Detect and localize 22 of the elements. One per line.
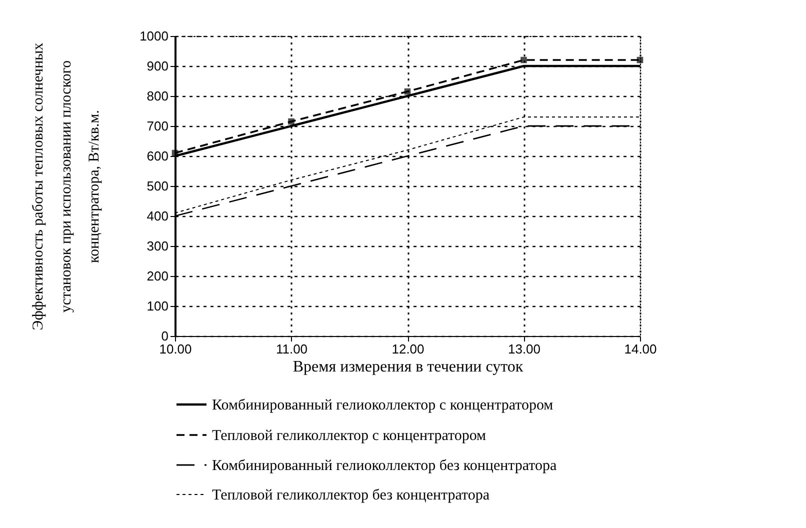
x-tick-label: 11.00 xyxy=(276,342,308,356)
y-tick-label: 600 xyxy=(146,148,168,164)
y-tick-label: 200 xyxy=(146,268,168,284)
y-tick-label: 500 xyxy=(146,178,168,194)
x-tick-label: 13.00 xyxy=(508,342,541,356)
y-tick-label: 900 xyxy=(146,58,168,74)
x-tick-label: 12.00 xyxy=(392,342,424,356)
y-tick-label: 700 xyxy=(146,118,168,134)
x-tick-label: 10.00 xyxy=(159,342,192,356)
y-tick-label: 300 xyxy=(146,238,168,254)
legend-label: Тепловой геликоллектор с концентратором xyxy=(212,428,487,444)
x-tick-label: 14.00 xyxy=(624,342,657,356)
y-tick-label: 0 xyxy=(161,328,168,344)
y-tick-label: 800 xyxy=(146,88,168,104)
y-axis-title: Эффективность работы тепловых солнечных установок при использовании плоского концентратора, Вт/кв.м. xyxy=(30,42,103,330)
legend-label: Комбинированный гелиоколлектор с концентратором xyxy=(212,398,554,414)
y-tick-label: 1000 xyxy=(140,28,168,44)
y-tick-label: 100 xyxy=(146,298,168,314)
x-axis-title: Время измерения в течении суток xyxy=(292,358,524,376)
y-tick-label: 400 xyxy=(146,208,168,224)
legend-label: Тепловой геликоллектор без концентратора xyxy=(212,488,490,504)
legend-label: Комбинированный гелиоколлектор без концентратора xyxy=(212,458,557,474)
